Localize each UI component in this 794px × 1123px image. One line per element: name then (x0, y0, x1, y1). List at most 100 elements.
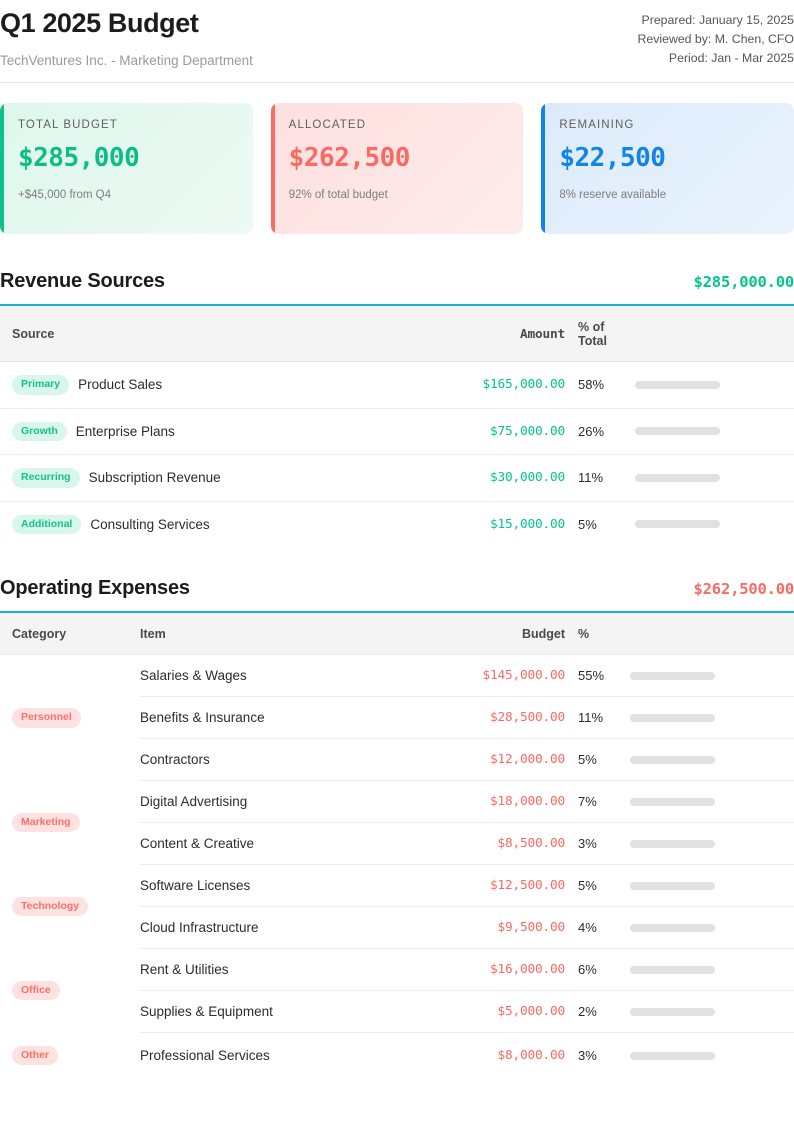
summary-card-allocated: ALLOCATED $262,500 92% of total budget (270, 103, 524, 235)
expenses-col-pct: % (565, 613, 620, 656)
progress-bar-track (635, 427, 720, 436)
expense-bar-cell (620, 990, 794, 1034)
progress-bar-track (630, 839, 715, 848)
expense-bar-cell (620, 906, 794, 950)
revenue-badge: Additional (12, 514, 82, 535)
expense-item: Digital Advertising (140, 780, 440, 824)
expense-item: Rent & Utilities (140, 948, 440, 992)
progress-bar-track (630, 1007, 715, 1016)
expense-amount: $8,500.00 (440, 822, 565, 866)
revenue-source-cell: Additional Consulting Services (0, 501, 440, 547)
expense-amount: $18,000.00 (440, 780, 565, 824)
header-meta-block: Prepared: January 15, 2025 Reviewed by: … (638, 6, 794, 68)
expense-percent: 5% (565, 864, 620, 908)
revenue-header-row: Source Amount % of Total (0, 306, 794, 363)
card-note: 92% of total budget (288, 189, 388, 202)
table-row: Primary Product Sales $165,000.00 58% (0, 361, 794, 409)
expense-category-cell: Marketing (0, 781, 140, 865)
expense-bar-cell (620, 696, 794, 740)
card-value: $285,000 (18, 143, 140, 174)
table-row: Personnel Salaries & Wages $145,000.00 5… (0, 654, 794, 728)
card-label: REMAINING (559, 119, 635, 132)
meta-prepared: Prepared: January 15, 2025 (641, 13, 794, 27)
revenue-section-title: Revenue Sources (0, 270, 165, 293)
revenue-section-header: Revenue Sources $285,000.00 (0, 270, 794, 307)
expense-category-badge: Marketing (12, 812, 80, 833)
revenue-percent: 26% (565, 408, 625, 456)
expense-category-badge: Other (12, 1045, 59, 1066)
revenue-table-head: Source Amount % of Total (0, 306, 794, 363)
expense-bar-cell (620, 654, 794, 698)
expense-percent: 2% (565, 990, 620, 1034)
revenue-amount: $15,000.00 (489, 516, 565, 532)
expense-category-cell: Other (0, 1033, 140, 1079)
revenue-source-name: Enterprise Plans (75, 423, 175, 439)
expense-bar-cell (620, 864, 794, 908)
expense-bar-cell (620, 948, 794, 992)
revenue-source-name: Product Sales (78, 377, 163, 393)
meta-period: Period: Jan - Mar 2025 (668, 51, 794, 65)
revenue-source-cell: Growth Enterprise Plans (0, 408, 440, 456)
expense-bar-cell (620, 822, 794, 866)
revenue-col-source: Source (0, 306, 440, 363)
progress-bar-track (635, 520, 720, 529)
page-subtitle: TechVentures Inc. - Marketing Department (0, 53, 253, 69)
table-row: Other Professional Services $8,000.00 3% (0, 1033, 794, 1079)
expense-bar-cell (620, 738, 794, 782)
progress-bar-track (630, 797, 715, 806)
revenue-amount: $75,000.00 (440, 408, 565, 456)
expense-item: Software Licenses (140, 864, 440, 908)
revenue-bar-cell (625, 454, 794, 502)
expense-amount: $8,000.00 (497, 1048, 565, 1064)
revenue-source-name: Subscription Revenue (88, 470, 221, 486)
card-label: TOTAL BUDGET (18, 119, 118, 132)
expense-amount: $12,500.00 (440, 864, 565, 908)
expense-category-badge: Personnel (12, 708, 81, 728)
expense-percent: 55% (565, 654, 620, 698)
summary-card-remaining: REMAINING $22,500 8% reserve available (541, 103, 794, 235)
expenses-header-row: Category Item Budget % (0, 613, 794, 656)
table-row: Technology Software Licenses $12,500.00 … (0, 864, 794, 917)
expense-category-badge: Office (12, 980, 60, 1001)
expense-amount: $9,500.00 (440, 906, 565, 950)
expense-amount: $12,000.00 (440, 738, 565, 782)
expense-category-badge: Technology (12, 896, 89, 917)
expenses-section-total: $262,500.00 (693, 580, 794, 599)
expense-item: Salaries & Wages (140, 654, 440, 698)
revenue-bar-cell (625, 408, 794, 456)
card-value: $262,500 (288, 143, 411, 174)
expenses-section-header: Operating Expenses $262,500.00 (0, 577, 794, 614)
revenue-badge: Primary (12, 375, 70, 395)
progress-bar-track (630, 923, 715, 932)
table-row: Supplies & Equipment $5,000.00 2% (0, 990, 794, 1034)
revenue-percent: 5% (578, 516, 597, 532)
revenue-col-pct: % of Total (565, 306, 625, 363)
expense-percent: 7% (565, 780, 620, 824)
summary-cards: TOTAL BUDGET $285,000 +$45,000 from Q4 A… (0, 103, 794, 235)
expenses-col-category: Category (0, 613, 140, 656)
revenue-badge: Growth (12, 421, 67, 442)
revenue-col-amount: Amount (440, 306, 565, 363)
progress-bar-track (630, 965, 715, 974)
expense-item: Content & Creative (140, 822, 440, 866)
expense-category-cell: Office (0, 949, 140, 1033)
expense-percent: 3% (565, 822, 620, 866)
progress-bar-track (630, 881, 715, 890)
card-label: ALLOCATED (288, 119, 367, 132)
expense-amount: $5,000.00 (440, 990, 565, 1034)
table-row: Office Rent & Utilities $16,000.00 6% (0, 948, 794, 1001)
expense-percent: 4% (565, 906, 620, 950)
revenue-sources-section: Revenue Sources $285,000.00 Source Amoun… (0, 270, 794, 547)
expense-bar-cell (620, 1033, 794, 1079)
expense-item: Professional Services (140, 1048, 270, 1064)
expense-bar-cell (620, 780, 794, 824)
progress-bar-track (635, 473, 720, 482)
table-row: Growth Enterprise Plans $75,000.00 26% (0, 408, 794, 456)
revenue-source-name: Consulting Services (90, 516, 210, 532)
card-note: +$45,000 from Q4 (18, 189, 112, 202)
expense-percent: 6% (565, 948, 620, 992)
revenue-bar-cell (625, 361, 794, 409)
revenue-amount: $165,000.00 (440, 361, 565, 409)
page-title: Q1 2025 Budget (0, 8, 199, 38)
